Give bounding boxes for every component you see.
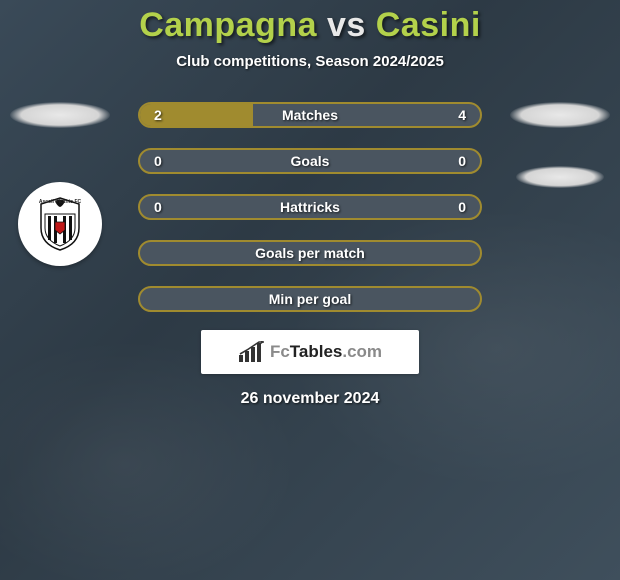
stat-right-value: 0 [458,199,466,215]
watermark-suffix: .com [342,342,382,361]
player2-club-placeholder [516,166,604,188]
stat-row-goals: 0 Goals 0 [138,148,482,174]
stat-row-hattricks: 0 Hattricks 0 [138,194,482,220]
stat-left-value: 0 [154,153,162,169]
stat-row-min-per-goal: Min per goal [138,286,482,312]
chart-icon [238,341,266,363]
player1-club-badge: Ascoli Picchio FC [18,182,102,266]
subtitle: Club competitions, Season 2024/2025 [0,53,620,70]
watermark-text: FcTables.com [270,342,382,362]
right-player-column [500,102,620,188]
stat-left-value: 0 [154,199,162,215]
comparison-card: Campagna vs Casini Club competitions, Se… [0,0,620,580]
stat-label: Matches [282,107,338,123]
player2-name: Casini [376,6,481,44]
stat-label: Goals per match [255,245,365,261]
stat-label: Goals [291,153,330,169]
date-text: 26 november 2024 [0,390,620,408]
player1-avatar-placeholder [10,102,110,128]
stat-label: Min per goal [269,291,351,307]
crest-text: Ascoli Picchio FC [37,200,83,205]
left-player-column: Ascoli Picchio FC [0,102,120,266]
stat-right-value: 4 [458,107,466,123]
vs-text: vs [327,6,366,44]
watermark-main: Tables [290,342,343,361]
player1-name: Campagna [139,6,317,44]
stat-right-value: 0 [458,153,466,169]
stat-label: Hattricks [280,199,340,215]
stat-left-value: 2 [154,107,162,123]
watermark-prefix: Fc [270,342,290,361]
page-title: Campagna vs Casini [0,6,620,45]
stat-row-goals-per-match: Goals per match [138,240,482,266]
player2-avatar-placeholder [510,102,610,128]
stat-row-matches: 2 Matches 4 [138,102,482,128]
watermark-badge: FcTables.com [201,330,419,374]
club-crest-icon: Ascoli Picchio FC [37,196,83,252]
stat-bars: 2 Matches 4 0 Goals 0 0 Hattricks 0 Goals per mat… [138,102,482,312]
stats-section: Ascoli Picchio FC 2 Matches 4 0 Goals 0 0 Hattr… [0,102,620,312]
